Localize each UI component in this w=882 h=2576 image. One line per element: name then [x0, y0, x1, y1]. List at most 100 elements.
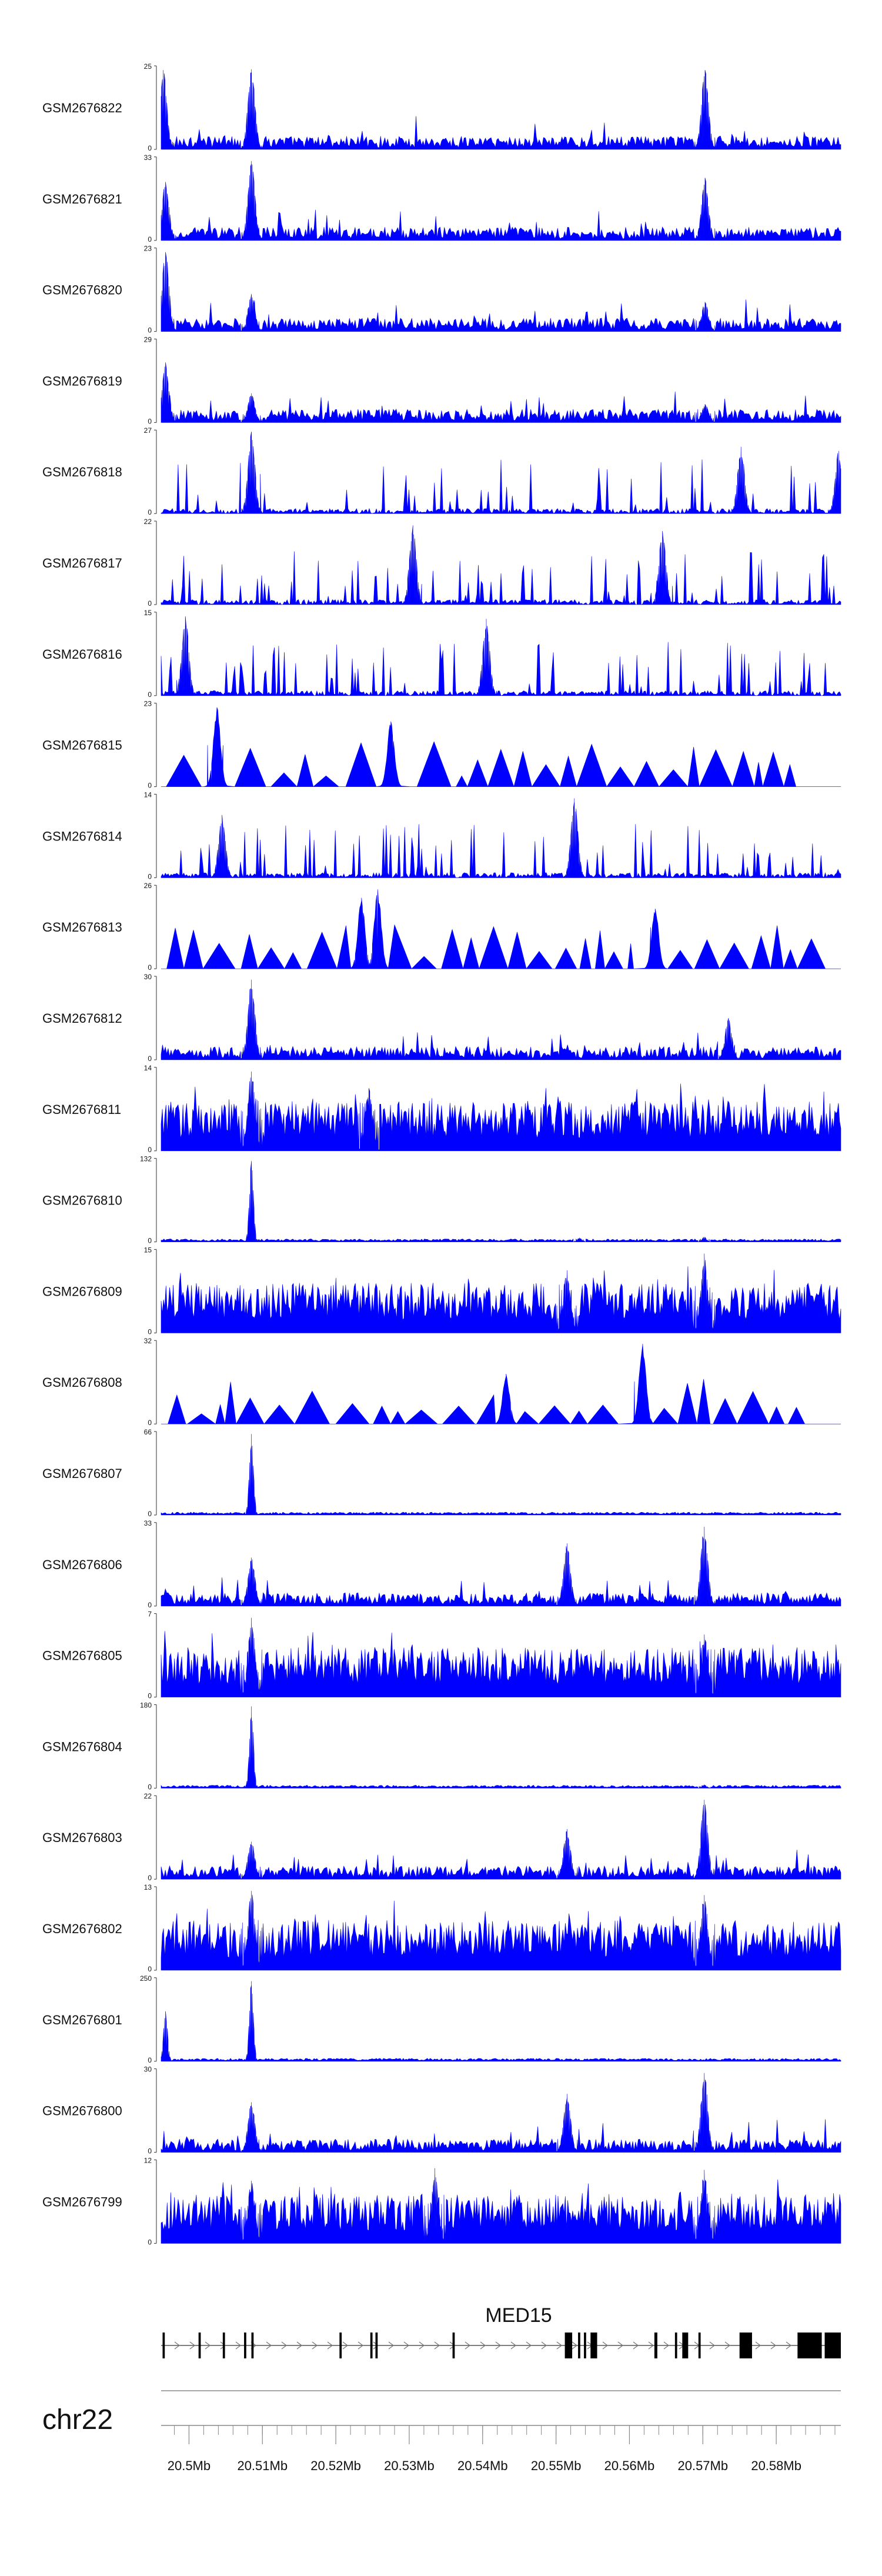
- coverage-signal: [161, 1071, 841, 1152]
- axis-tick-label: 20.51Mb: [237, 2458, 288, 2473]
- track-label: GSM2676818: [42, 465, 122, 479]
- track-GSM2676807: GSM2676807 66 0: [42, 1428, 841, 1518]
- coverage-signal: [161, 362, 841, 423]
- axis-tick-label: 20.53Mb: [384, 2458, 435, 2473]
- track-label: GSM2676799: [42, 2194, 122, 2209]
- chromosome-label: chr22: [42, 2404, 113, 2435]
- track-label: GSM2676811: [42, 1102, 121, 1117]
- strand-arrow: [572, 2341, 578, 2350]
- gene-exon: [824, 2333, 841, 2358]
- track-label: GSM2676822: [42, 101, 122, 115]
- y-max-label: 13: [144, 1883, 152, 1891]
- track-GSM2676800: GSM2676800 30 0: [42, 2066, 841, 2155]
- track-label: GSM2676821: [42, 192, 122, 206]
- strand-arrow: [786, 2341, 792, 2350]
- track-label: GSM2676810: [42, 1193, 122, 1208]
- track-GSM2676810: GSM2676810 132 0: [42, 1155, 841, 1245]
- gene-exon: [578, 2333, 580, 2358]
- track-label: GSM2676808: [42, 1375, 122, 1390]
- coverage-signal: [161, 1891, 841, 1971]
- track-label: GSM2676813: [42, 920, 122, 935]
- track-label: GSM2676804: [42, 1739, 122, 1754]
- strand-arrow: [342, 2341, 349, 2350]
- strand-arrow: [220, 2341, 226, 2350]
- y-max-label: 12: [144, 2156, 152, 2164]
- strand-arrow: [709, 2341, 716, 2350]
- y-min-label: 0: [148, 2056, 152, 2064]
- track-GSM2676804: GSM2676804 180 0: [42, 1701, 841, 1791]
- track-GSM2676805: GSM2676805 7 0: [42, 1610, 841, 1700]
- gene-exon: [584, 2333, 586, 2358]
- coverage-signal: [161, 1706, 841, 1788]
- track-label: GSM2676812: [42, 1011, 122, 1026]
- y-min-label: 0: [148, 417, 152, 425]
- y-max-label: 33: [144, 154, 152, 162]
- y-max-label: 7: [148, 1610, 152, 1619]
- track-GSM2676811: GSM2676811 14 0: [42, 1064, 841, 1154]
- strand-arrow: [633, 2341, 639, 2350]
- track-GSM2676809: GSM2676809 15 0: [42, 1246, 841, 1336]
- strand-arrow: [205, 2341, 211, 2350]
- coverage-signal: [161, 252, 841, 332]
- strand-arrow: [770, 2341, 777, 2350]
- coverage-signal: [161, 1617, 841, 1697]
- track-label: GSM2676801: [42, 2013, 122, 2027]
- track-label: GSM2676820: [42, 283, 122, 298]
- gene-exon: [739, 2333, 752, 2358]
- gene-exon: [674, 2333, 677, 2358]
- axis-tick-label: 20.55Mb: [531, 2458, 582, 2473]
- gene-exon: [251, 2333, 254, 2358]
- strand-arrow: [526, 2341, 532, 2350]
- track-label: GSM2676802: [42, 1921, 122, 1936]
- coverage-signal: [161, 1800, 841, 1880]
- track-label: GSM2676817: [42, 556, 122, 570]
- strand-arrow: [358, 2341, 364, 2350]
- strand-arrow: [373, 2341, 379, 2350]
- y-max-label: 32: [144, 1337, 152, 1345]
- y-min-label: 0: [148, 326, 152, 335]
- strand-arrow: [465, 2341, 471, 2350]
- track-GSM2676803: GSM2676803 22 0: [42, 1792, 841, 1882]
- gene-exon: [339, 2333, 342, 2358]
- track-label: GSM2676806: [42, 1557, 122, 1572]
- strand-arrow: [663, 2341, 670, 2350]
- gene-exon: [682, 2333, 689, 2358]
- strand-arrow: [296, 2341, 303, 2350]
- track-GSM2676821: GSM2676821 33 0: [42, 154, 841, 243]
- y-min-label: 0: [148, 508, 152, 516]
- y-min-label: 0: [148, 1237, 152, 1245]
- track-label: GSM2676815: [42, 738, 122, 753]
- track-label: GSM2676819: [42, 373, 122, 388]
- strand-arrow: [541, 2341, 547, 2350]
- gene-exon: [590, 2333, 597, 2358]
- strand-arrow: [648, 2341, 654, 2350]
- y-max-label: 23: [144, 245, 152, 253]
- y-min-label: 0: [148, 1146, 152, 1154]
- track-label: GSM2676809: [42, 1284, 122, 1299]
- track-GSM2676819: GSM2676819 29 0: [42, 335, 841, 425]
- coverage-signal: [161, 1253, 841, 1333]
- coverage-signal: [161, 1981, 841, 2062]
- coverage-signal: [161, 2168, 841, 2244]
- gene-exon: [564, 2333, 573, 2358]
- y-min-label: 0: [148, 1510, 152, 1518]
- strand-arrow: [724, 2341, 731, 2350]
- track-label: GSM2676805: [42, 1649, 122, 1663]
- axis-tick-label: 20.56Mb: [604, 2458, 655, 2473]
- track-GSM2676813: GSM2676813 26 0: [42, 882, 841, 972]
- track-label: GSM2676803: [42, 1830, 122, 1845]
- coverage-signal: [161, 798, 841, 879]
- gene-exon: [222, 2333, 225, 2358]
- y-min-label: 0: [148, 1692, 152, 1700]
- y-min-label: 0: [148, 872, 152, 880]
- y-max-label: 30: [144, 973, 152, 981]
- coverage-signal: [161, 1434, 841, 1516]
- y-max-label: 66: [144, 1428, 152, 1436]
- y-min-label: 0: [148, 1874, 152, 1882]
- strand-arrow: [495, 2341, 502, 2350]
- strand-arrow: [755, 2341, 761, 2350]
- gene-exon: [797, 2333, 822, 2358]
- strand-arrow: [312, 2341, 318, 2350]
- track-GSM2676820: GSM2676820 23 0: [42, 245, 841, 335]
- coverage-signal: [161, 1343, 841, 1425]
